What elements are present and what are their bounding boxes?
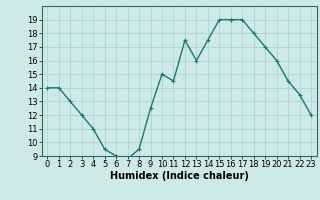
X-axis label: Humidex (Indice chaleur): Humidex (Indice chaleur) [110,171,249,181]
